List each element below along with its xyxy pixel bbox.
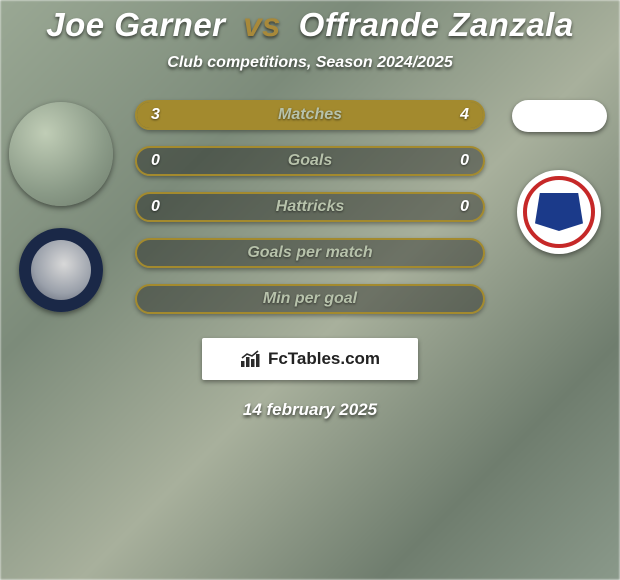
stat-label: Hattricks bbox=[276, 198, 344, 216]
stat-label: Min per goal bbox=[263, 290, 357, 308]
title-player1: Joe Garner bbox=[46, 6, 225, 43]
stat-label: Goals per match bbox=[247, 244, 372, 262]
player2-column bbox=[504, 100, 614, 254]
stat-bars: 3 Matches 4 0 Goals 0 0 Hattricks 0 Goals per mat… bbox=[135, 100, 485, 314]
stat-row: 3 Matches 4 bbox=[135, 100, 485, 130]
stat-row: Goals per match bbox=[135, 238, 485, 268]
player2-club-badge bbox=[517, 170, 601, 254]
subtitle: Club competitions, Season 2024/2025 bbox=[0, 54, 620, 72]
stat-right-value: 0 bbox=[460, 152, 469, 170]
stat-left-value: 0 bbox=[151, 152, 160, 170]
stat-row: Min per goal bbox=[135, 284, 485, 314]
player1-column bbox=[6, 100, 116, 312]
date: 14 february 2025 bbox=[0, 400, 620, 420]
title: Joe Garner vs Offrande Zanzala bbox=[0, 6, 620, 44]
stat-left-value: 3 bbox=[151, 106, 160, 124]
player1-club-badge bbox=[19, 228, 103, 312]
title-player2: Offrande Zanzala bbox=[299, 6, 574, 43]
stats-area: 3 Matches 4 0 Goals 0 0 Hattricks 0 Goals per mat… bbox=[0, 100, 620, 314]
stat-right-value: 4 bbox=[460, 106, 469, 124]
brand-box: FcTables.com bbox=[202, 338, 418, 380]
stat-label: Goals bbox=[288, 152, 332, 170]
brand-chart-icon bbox=[240, 350, 262, 368]
stat-row: 0 Hattricks 0 bbox=[135, 192, 485, 222]
player2-avatar bbox=[512, 100, 607, 132]
stat-left-value: 0 bbox=[151, 198, 160, 216]
player1-avatar bbox=[9, 102, 113, 206]
stat-label: Matches bbox=[278, 106, 342, 124]
player2-club-badge-inner bbox=[523, 176, 595, 248]
stat-row: 0 Goals 0 bbox=[135, 146, 485, 176]
stat-right-value: 0 bbox=[460, 198, 469, 216]
brand-text: FcTables.com bbox=[268, 349, 380, 369]
comparison-card: Joe Garner vs Offrande Zanzala Club comp… bbox=[0, 0, 620, 580]
title-vs: vs bbox=[243, 6, 281, 43]
